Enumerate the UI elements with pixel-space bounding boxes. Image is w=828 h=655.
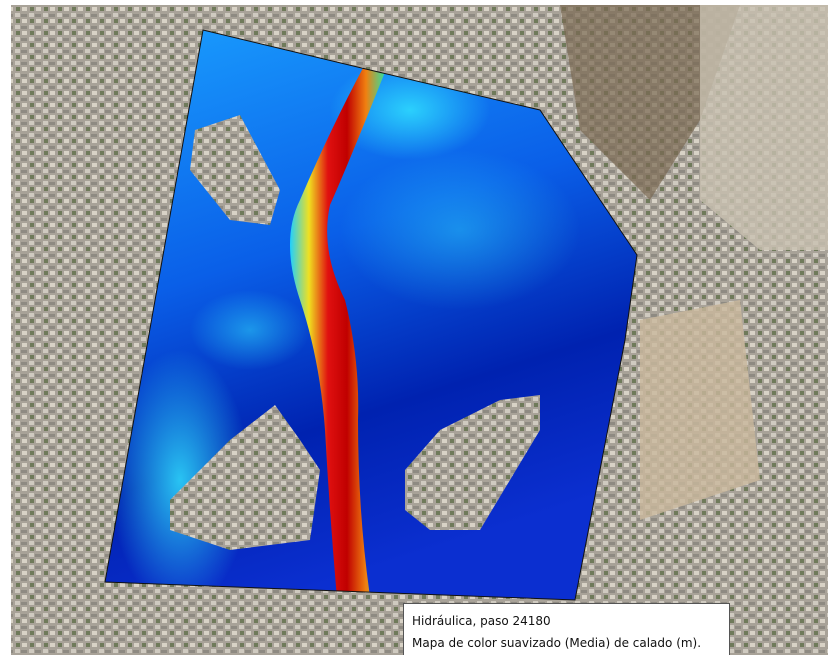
open-land xyxy=(640,300,760,520)
legend-box: Hidráulica, paso 24180 Mapa de color sua… xyxy=(403,603,730,655)
depth-overlay xyxy=(105,30,637,600)
farmland xyxy=(560,5,740,200)
cemetery xyxy=(700,5,828,250)
model-boundary xyxy=(104,29,638,601)
legend-description: Mapa de color suavizado (Media) de calad… xyxy=(412,636,702,650)
legend-title: Hidráulica, paso 24180 xyxy=(412,614,551,628)
